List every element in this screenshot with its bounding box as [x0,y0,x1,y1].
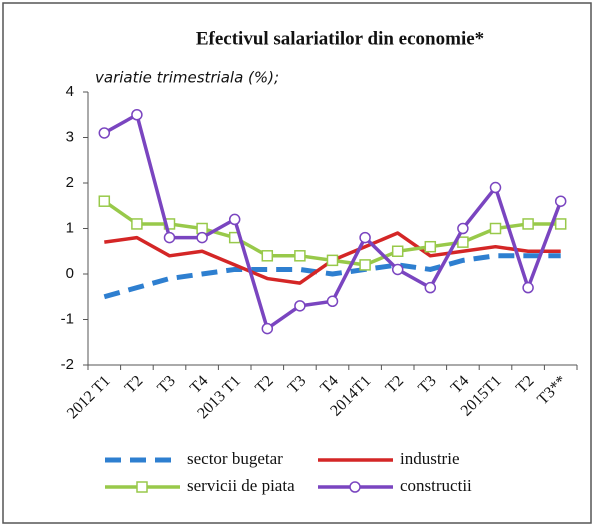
x-tick-label: T3** [534,372,570,408]
x-tick-label: 2012 T1 [64,372,114,422]
x-tick-label: T2 [513,372,538,397]
frame [2,2,592,524]
legend-label: industrie [400,449,460,468]
data-point [326,254,339,267]
x-tick-label: T3 [154,372,179,397]
data-point [294,300,306,312]
y-tick-label: 4 [66,83,74,100]
data-point [489,181,502,194]
legend-label: sector bugetar [187,449,283,468]
data-point [196,231,208,244]
y-tick-label: -1 [61,310,74,327]
data-point [359,259,371,271]
x-tick-label: T2 [122,372,147,397]
data-point [261,322,274,335]
x-tick-label: T3 [285,372,310,397]
x-tick-label: T4 [187,372,212,397]
legend-marker [136,481,148,493]
y-tick-label: 1 [66,219,74,236]
data-point [457,222,469,235]
data-point [457,236,469,248]
y-tick-label: -2 [61,356,74,373]
data-point [489,222,502,235]
data-point [294,250,306,262]
data-point [131,218,143,230]
data-point [391,263,404,276]
x-tick-label: T2 [383,372,408,397]
data-point [228,213,241,226]
legend-label: constructii [400,476,472,495]
data-point [554,195,567,207]
y-tick-label: 0 [66,265,74,282]
x-tick-label: T4 [317,372,342,397]
chart-subtitle: variatie trimestriala (%); [95,69,279,87]
legend-marker [349,481,361,493]
data-point [163,231,176,244]
y-tick-label: 3 [66,128,74,145]
data-point [554,218,567,230]
data-point [424,240,437,253]
series-line [103,253,561,300]
data-point [98,195,111,207]
data-point [522,281,534,294]
data-point [326,295,339,308]
data-point [98,127,111,139]
y-tick-label: 2 [66,174,74,191]
data-point [522,218,534,230]
data-point [424,281,437,294]
data-point [391,245,404,257]
x-tick-label: T2 [252,372,277,397]
data-point [261,250,274,262]
legend-label: servicii de piata [187,476,295,495]
chart-title: Efectivul salariatilor din economie* [196,28,484,49]
x-tick-label: T4 [448,372,473,397]
data-point [131,109,143,121]
x-tick-label: T3 [415,372,440,397]
data-point [359,231,371,244]
